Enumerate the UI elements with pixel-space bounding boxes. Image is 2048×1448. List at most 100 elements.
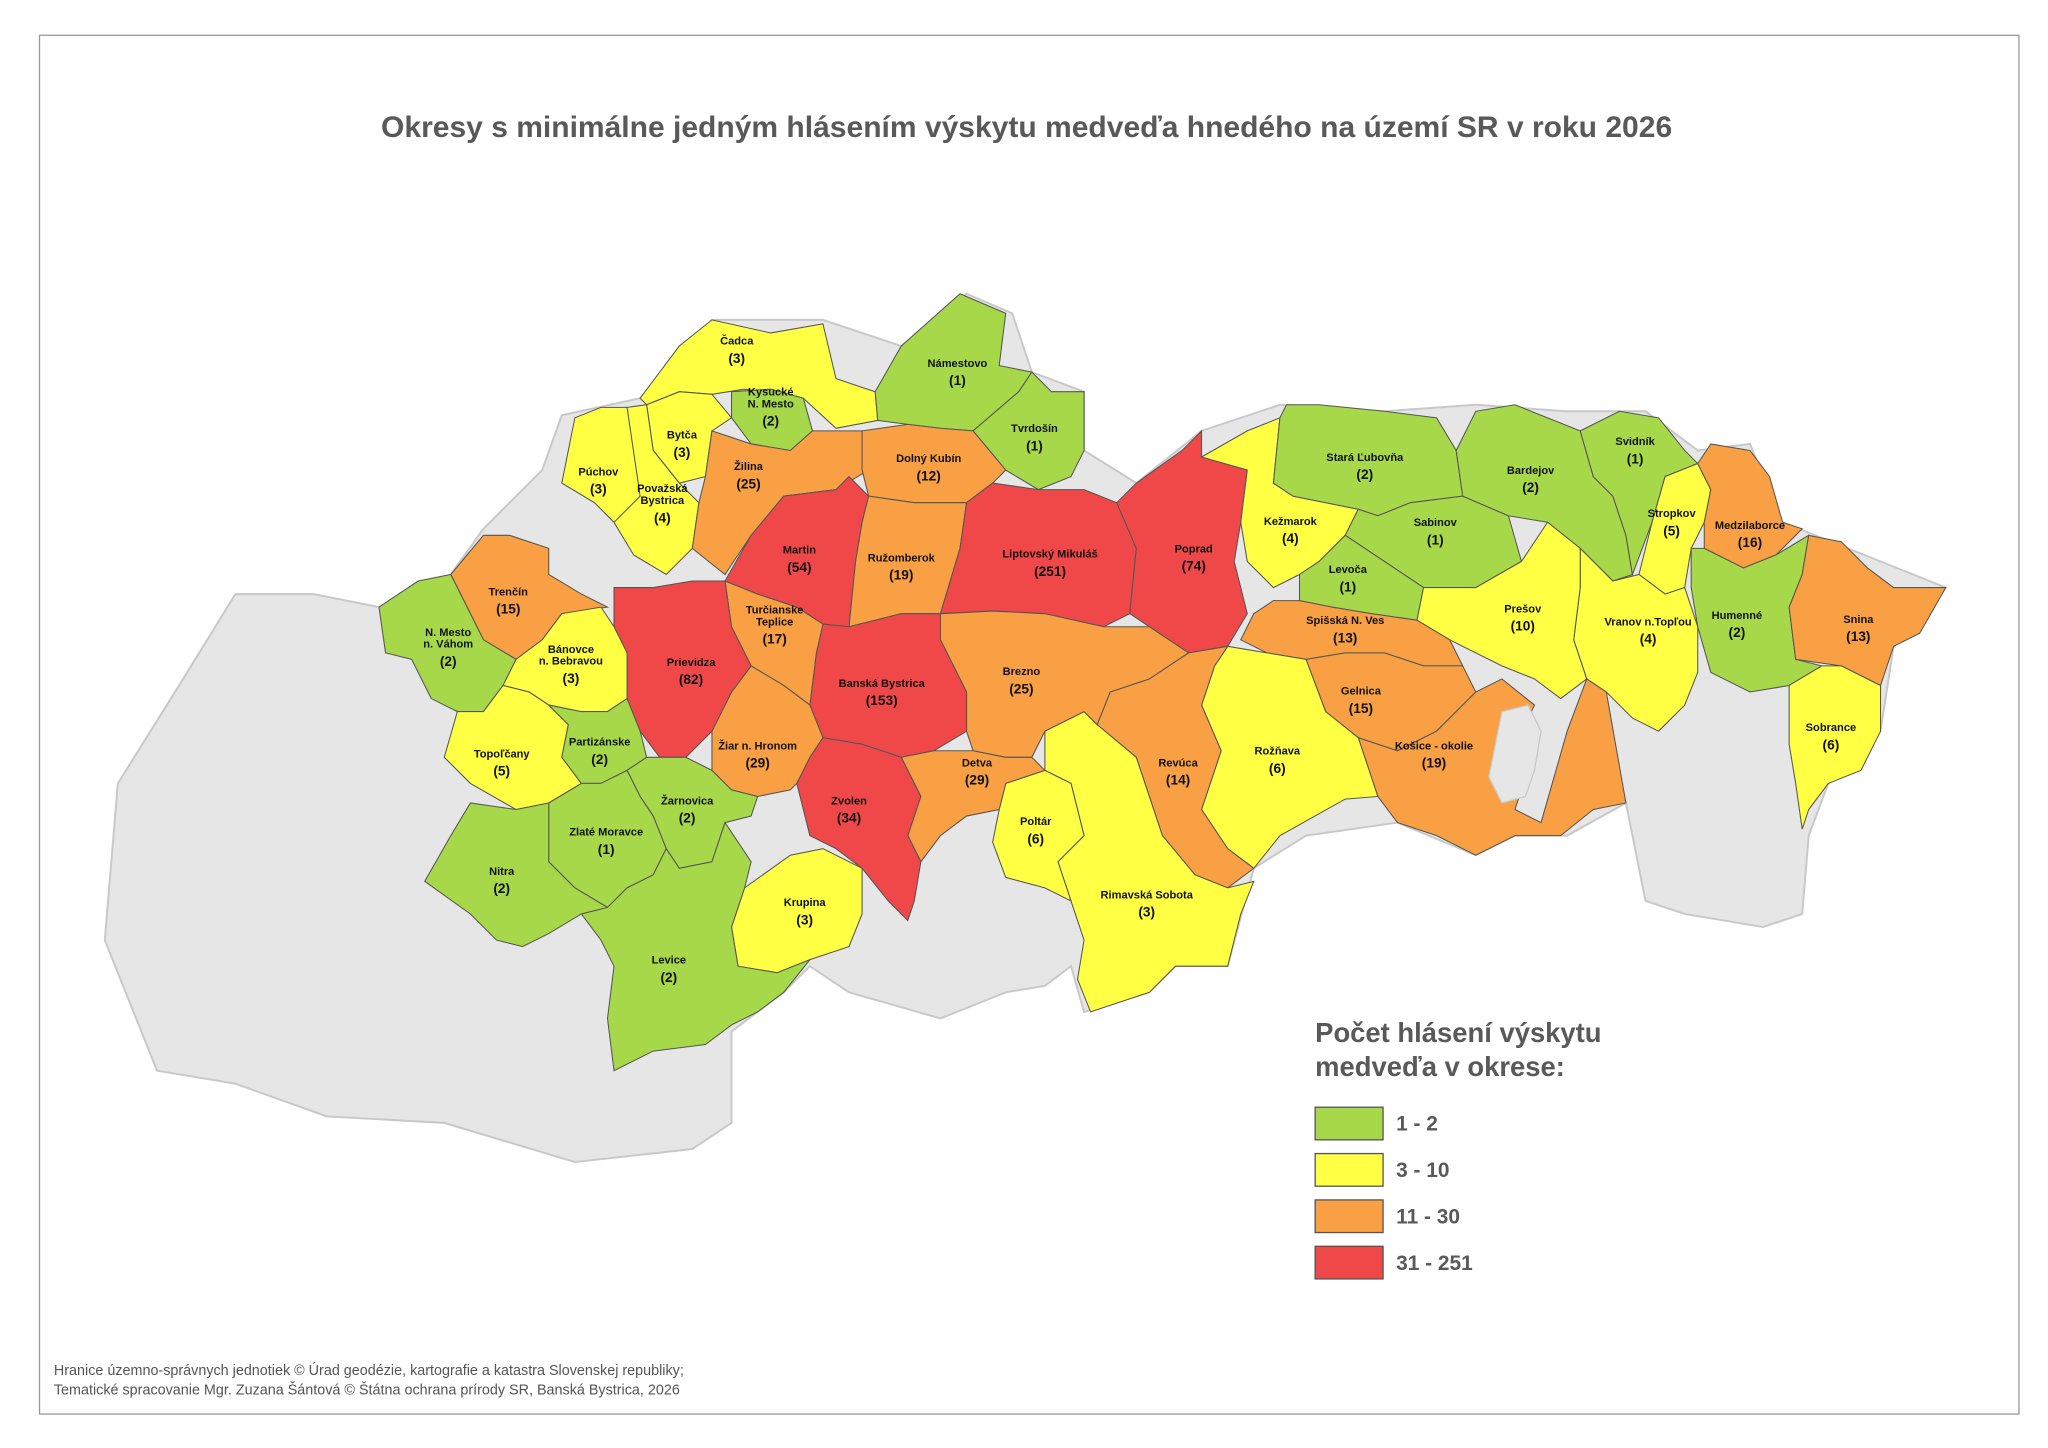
- district-shape: [1697, 443, 1804, 569]
- district-name: Vranov n.Topľou: [1605, 616, 1692, 628]
- district-shape: [796, 737, 922, 922]
- district-shape: [972, 371, 1085, 491]
- district-name: Zvolen: [831, 795, 867, 807]
- district-name: Dolný Kubín: [896, 453, 961, 465]
- district-count: (25): [736, 476, 760, 491]
- district-name: Košice - okolie: [1395, 740, 1473, 752]
- district-name: Poprad: [1175, 543, 1213, 555]
- district-count: (74): [1182, 559, 1206, 574]
- district-name: Svidník: [1615, 436, 1655, 448]
- district-count: (54): [787, 560, 811, 575]
- legend: Počet hlásení výskytu medveďa v okrese: 1 …: [1314, 1017, 1602, 1280]
- kosice-city: [1488, 704, 1542, 804]
- district-name: Žiar n. Hronom: [718, 739, 797, 752]
- district-name: Nitra: [489, 866, 515, 878]
- district-name: Púchov: [578, 466, 619, 478]
- district-shape: [580, 821, 812, 1072]
- district-count: (2): [493, 881, 510, 896]
- district-count: (25): [1009, 681, 1033, 696]
- district-count: (4): [1282, 531, 1299, 546]
- legend-swatch: [1314, 1152, 1384, 1187]
- district-name: Stará Ľubovňa: [1326, 452, 1404, 464]
- district-name: Topoľčany: [474, 748, 531, 760]
- district-name: Zlaté Moravce: [569, 827, 643, 839]
- district-count: (3): [728, 351, 745, 366]
- district-count: (4): [654, 510, 671, 525]
- district-count: (19): [1422, 756, 1446, 771]
- district-name: Poltár: [1020, 816, 1052, 828]
- district-name: Detva: [962, 757, 993, 769]
- footer: Hranice územno-správnych jednotiek © Úra…: [54, 1362, 684, 1399]
- district-name: Medzilaborce: [1715, 520, 1785, 532]
- district-shape: [992, 769, 1085, 902]
- district-name: Čadca: [720, 335, 754, 348]
- district-count: (29): [965, 773, 989, 788]
- district-name: Liptovský Mikuláš: [1002, 549, 1097, 561]
- district-name: Bánovce n. Bebravou: [539, 644, 603, 668]
- district-name: Martin: [783, 545, 816, 557]
- district-count: (17): [762, 632, 786, 647]
- district-count: (2): [660, 970, 677, 985]
- legend-label: 3 - 10: [1396, 1159, 1449, 1182]
- district-name: Sobrance: [1806, 722, 1857, 734]
- district-name: Ružomberok: [868, 552, 936, 564]
- legend-label: 1 - 2: [1396, 1113, 1438, 1136]
- legend-swatch: [1314, 1106, 1384, 1141]
- district-shape: [1116, 429, 1248, 654]
- legend-label: 11 - 30: [1396, 1205, 1460, 1228]
- district-count: (3): [674, 445, 691, 460]
- district-count: (6): [1823, 737, 1840, 752]
- district-count: (15): [1349, 701, 1373, 716]
- district-count: (4): [1640, 632, 1657, 647]
- district-count: (1): [598, 842, 615, 857]
- district-count: (2): [679, 811, 696, 826]
- district-count: (2): [1729, 625, 1746, 640]
- district-name: Prešov: [1504, 603, 1542, 615]
- map-title: Okresy s minimálne jedným hlásením výsky…: [381, 111, 1672, 144]
- district-name: Revúca: [1158, 757, 1198, 769]
- district-name: Krupina: [784, 897, 827, 909]
- legend-title: Počet hlásení výskytu medveďa v okrese:: [1315, 1017, 1601, 1082]
- district-count: (2): [762, 414, 779, 429]
- footer-line: Tematické spracovanie Mgr. Zuzana Šántov…: [54, 1381, 680, 1398]
- district-name: N. Mesto n. Váhom: [423, 627, 473, 651]
- district-count: (6): [1027, 831, 1044, 846]
- district-name: Považská Bystrica: [637, 483, 688, 507]
- district-count: (2): [591, 752, 608, 767]
- district-name: Stropkov: [1648, 508, 1697, 520]
- district-count: (10): [1511, 619, 1535, 634]
- district-name: Žarnovica: [661, 794, 714, 807]
- district-count: (1): [1427, 532, 1444, 547]
- district-name: Spišská N. Ves: [1306, 615, 1384, 627]
- districts: [378, 293, 1947, 1072]
- legend-swatch: [1314, 1245, 1384, 1280]
- district-name: Bytča: [667, 430, 698, 442]
- district-name: Prievidza: [667, 657, 716, 669]
- district-count: (29): [745, 756, 769, 771]
- district-count: (12): [917, 468, 941, 483]
- district-count: (1): [949, 373, 966, 388]
- district-count: (2): [440, 654, 457, 669]
- footer-line: Hranice územno-správnych jednotiek © Úra…: [54, 1362, 684, 1379]
- district-count: (13): [1333, 630, 1357, 645]
- district-name: Levice: [652, 955, 687, 967]
- district-count: (251): [1034, 564, 1066, 579]
- legend-label: 31 - 251: [1396, 1252, 1473, 1275]
- district-count: (16): [1738, 535, 1762, 550]
- district-shape: [424, 802, 609, 948]
- district-name: Brezno: [1003, 666, 1041, 678]
- district-count: (3): [563, 671, 580, 686]
- district-name: Kežmarok: [1264, 516, 1318, 528]
- district-count: (19): [889, 568, 913, 583]
- district-count: (2): [1356, 467, 1373, 482]
- district-count: (1): [1339, 579, 1356, 594]
- legend-swatch: [1314, 1199, 1384, 1234]
- district-name: Levoča: [1329, 564, 1368, 576]
- district-count: (5): [493, 764, 510, 779]
- district-name: Žilina: [734, 460, 764, 473]
- district-shape: [1788, 665, 1882, 830]
- district-name: Bardejov: [1507, 465, 1555, 477]
- district-count: (1): [1026, 438, 1043, 453]
